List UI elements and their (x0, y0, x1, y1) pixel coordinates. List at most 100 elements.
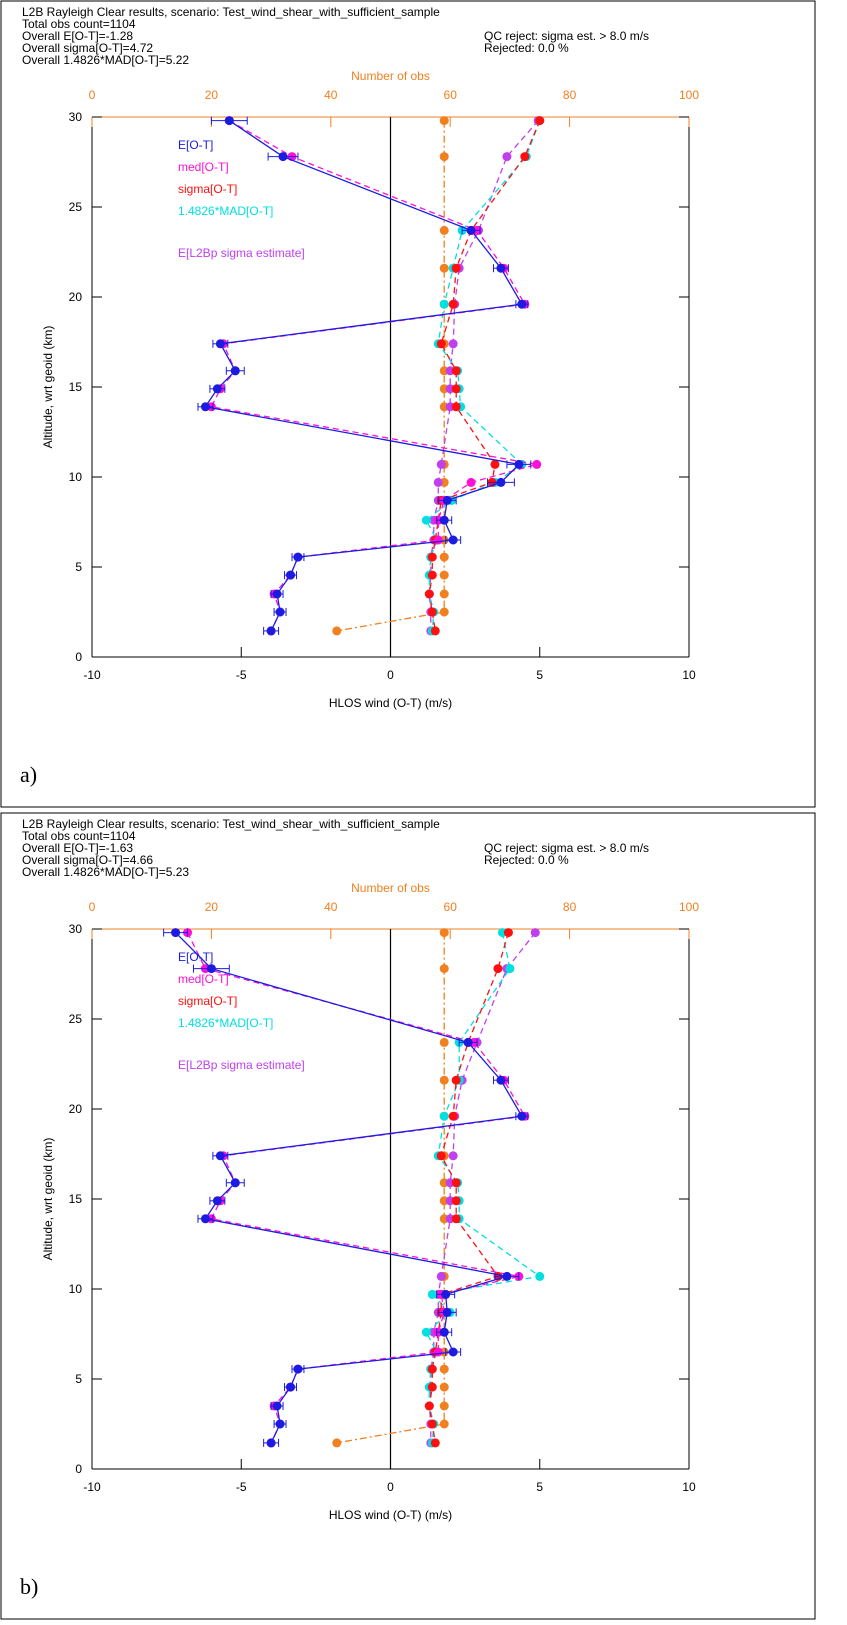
y-tick-label: 30 (69, 110, 83, 124)
data-point (427, 552, 437, 562)
annotation: Overall E[O-T]=-1.28 (22, 29, 133, 43)
x2-axis-label: Number of obs (351, 69, 430, 83)
x2-axis-label: Number of obs (351, 881, 430, 895)
data-point (272, 589, 282, 599)
x2-tick-label: 20 (205, 900, 219, 914)
data-point (517, 299, 527, 309)
annotation: Overall sigma[O-T]=4.72 (22, 41, 153, 55)
data-point (463, 1037, 473, 1047)
data-point (439, 152, 449, 162)
data-point (451, 1075, 461, 1085)
data-point (493, 964, 503, 974)
y-tick-label: 5 (75, 1372, 82, 1386)
data-point (451, 402, 461, 412)
data-point (496, 263, 506, 273)
data-point (496, 1075, 506, 1085)
data-point (266, 626, 276, 636)
y-tick-label: 15 (69, 380, 83, 394)
data-point (448, 299, 458, 309)
annotation: Overall E[O-T]=-1.63 (22, 841, 133, 855)
y-tick-label: 0 (75, 650, 82, 664)
panel-label: a) (20, 762, 37, 787)
data-point (275, 1419, 285, 1429)
x2-tick-label: 40 (324, 900, 338, 914)
y-tick-label: 15 (69, 1192, 83, 1206)
series-line (204, 120, 523, 632)
data-point (490, 459, 500, 469)
legend-entry: 1.4826*MAD[O-T] (178, 204, 273, 218)
qc-annotation: QC reject: sigma est. > 8.0 m/s (484, 841, 649, 855)
legend-entry: E[L2Bp sigma estimate] (178, 1058, 305, 1072)
x2-tick-label: 80 (563, 900, 577, 914)
data-point (451, 366, 461, 376)
x-tick-label: 10 (682, 1480, 696, 1494)
data-point (439, 116, 449, 126)
y-tick-label: 0 (75, 1462, 82, 1476)
data-point (266, 1438, 276, 1448)
data-point (496, 477, 506, 487)
data-point (433, 535, 443, 545)
legend-entry: 1.4826*MAD[O-T] (178, 1016, 273, 1030)
data-point (439, 515, 449, 525)
y-tick-label: 20 (69, 290, 83, 304)
data-point (436, 1271, 446, 1281)
legend-entry: med[O-T] (178, 972, 229, 986)
data-point (530, 928, 540, 938)
data-point (439, 570, 449, 580)
data-point (427, 570, 437, 580)
data-point (286, 570, 296, 580)
data-point (224, 116, 234, 126)
data-point (448, 1347, 458, 1357)
data-point (427, 1364, 437, 1374)
panel-border (0, 812, 816, 1620)
data-point (517, 1111, 527, 1121)
data-point (448, 535, 458, 545)
y-tick-label: 5 (75, 560, 82, 574)
data-point (427, 607, 437, 617)
data-point (466, 225, 476, 235)
legend-entry: med[O-T] (178, 160, 229, 174)
x2-tick-label: 60 (444, 900, 458, 914)
x-tick-label: -10 (83, 668, 101, 682)
data-point (439, 1111, 449, 1121)
data-point (439, 1382, 449, 1392)
y-tick-label: 25 (69, 1012, 83, 1026)
x-axis-label: HLOS wind (O-T) (m/s) (329, 1508, 452, 1522)
chart-title: L2B Rayleigh Clear results, scenario: Te… (22, 5, 440, 19)
data-point (436, 459, 446, 469)
data-point (215, 339, 225, 349)
data-point (230, 1178, 240, 1188)
x-tick-label: 0 (387, 1480, 394, 1494)
annotation: Total obs count=1104 (22, 17, 136, 31)
x-tick-label: 10 (682, 668, 696, 682)
data-point (439, 589, 449, 599)
data-point (421, 515, 431, 525)
x2-tick-label: 100 (679, 88, 699, 102)
annotation: Total obs count=1104 (22, 829, 136, 843)
legend-entry: E[O-T] (178, 950, 213, 964)
data-point (439, 1401, 449, 1411)
data-point (293, 1364, 303, 1374)
data-point (424, 589, 434, 599)
y-tick-label: 25 (69, 200, 83, 214)
data-point (502, 1271, 512, 1281)
y-tick-label: 30 (69, 922, 83, 936)
y-tick-label: 10 (69, 1282, 83, 1296)
data-point (451, 384, 461, 394)
data-point (427, 1419, 437, 1429)
annotation: Overall 1.4826*MAD[O-T]=5.22 (22, 53, 189, 67)
data-point (427, 1289, 437, 1299)
x-tick-label: 5 (536, 1480, 543, 1494)
data-point (421, 1327, 431, 1337)
data-point (436, 339, 446, 349)
series-line (210, 120, 537, 632)
chart-title: L2B Rayleigh Clear results, scenario: Te… (22, 817, 440, 831)
data-point (293, 552, 303, 562)
legend-entry: sigma[O-T] (178, 182, 237, 196)
data-point (502, 152, 512, 162)
data-point (436, 1151, 446, 1161)
data-point (272, 1401, 282, 1411)
data-point (448, 1151, 458, 1161)
panel: L2B Rayleigh Clear results, scenario: Te… (0, 812, 816, 1620)
